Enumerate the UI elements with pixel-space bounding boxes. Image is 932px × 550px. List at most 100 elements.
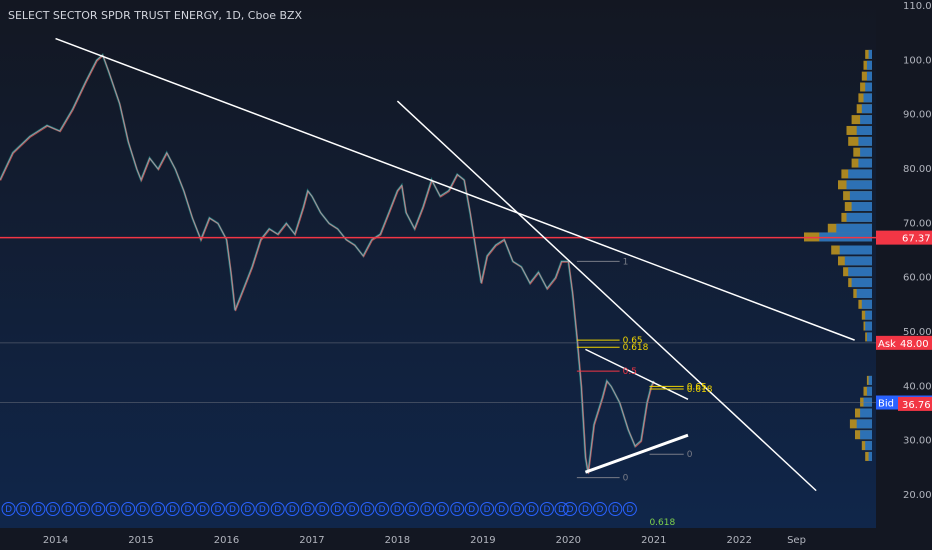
price-tag-type: Ask bbox=[878, 339, 896, 350]
dividend-marker-label: D bbox=[349, 505, 356, 515]
fib-a-level-label: 0.65 bbox=[623, 336, 643, 346]
price-tag-bg bbox=[876, 230, 932, 245]
dividend-marker-label: D bbox=[319, 505, 326, 515]
dividend-marker bbox=[151, 502, 166, 516]
dividend-marker-label: D bbox=[582, 505, 589, 515]
price-tag-value: 67.37 bbox=[902, 234, 931, 245]
dividend-marker bbox=[563, 502, 578, 516]
volume-profile-down-bar bbox=[856, 125, 872, 135]
volume-profile-down-bar bbox=[861, 104, 872, 114]
dividend-marker bbox=[345, 502, 360, 516]
dividend-marker-label: D bbox=[468, 505, 475, 515]
dividend-marker-label: D bbox=[364, 505, 371, 515]
dividend-marker bbox=[135, 502, 150, 516]
dividend-marker-label: D bbox=[65, 505, 72, 515]
dividend-marker-label: D bbox=[185, 505, 192, 515]
dividend-marker-label: D bbox=[454, 505, 461, 515]
volume-profile-down-bar bbox=[866, 71, 872, 81]
dividend-marker-label: D bbox=[567, 505, 574, 515]
dividend-marker-label: D bbox=[244, 505, 251, 515]
volume-profile-down-bar bbox=[844, 256, 872, 266]
fib-b-level-label: 0 bbox=[687, 450, 693, 460]
dividend-marker bbox=[390, 502, 405, 516]
volume-profile-down-bar bbox=[866, 332, 872, 342]
volume-profile-down-bar bbox=[868, 49, 872, 59]
dividend-marker-label: D bbox=[514, 505, 521, 515]
dividend-marker-label: D bbox=[558, 505, 565, 515]
fib-a-level-label: 0.5 bbox=[623, 367, 637, 377]
volume-profile-down-bar bbox=[851, 202, 872, 212]
dividend-marker-label: D bbox=[109, 505, 116, 515]
dividend-marker bbox=[165, 502, 180, 516]
dividend-marker bbox=[622, 502, 637, 516]
dividend-marker-label: D bbox=[50, 505, 57, 515]
dividend-marker-label: D bbox=[199, 505, 206, 515]
x-tick-label: 2017 bbox=[299, 535, 324, 546]
x-tick-label: 2022 bbox=[727, 535, 752, 546]
dividend-marker-label: D bbox=[626, 505, 633, 515]
price-tag-type: Bid bbox=[878, 399, 894, 410]
dividend-marker bbox=[434, 502, 449, 516]
dividend-marker-label: D bbox=[394, 505, 401, 515]
dividend-marker-label: D bbox=[334, 505, 341, 515]
dividend-marker bbox=[375, 502, 390, 516]
dividend-marker bbox=[608, 502, 623, 516]
dividend-marker bbox=[404, 502, 419, 516]
fib-a-level-label: 1 bbox=[623, 257, 629, 267]
dividend-marker bbox=[592, 502, 607, 516]
y-tick-label: 80.00 bbox=[903, 164, 932, 175]
volume-profile-down-bar bbox=[863, 93, 872, 103]
dividend-marker bbox=[450, 502, 465, 516]
dividend-marker bbox=[480, 502, 495, 516]
dividend-marker bbox=[315, 502, 330, 516]
dividend-marker bbox=[494, 502, 509, 516]
fib-a-level-label: 0 bbox=[623, 474, 629, 484]
price-tag-value: 48.00 bbox=[900, 339, 929, 350]
dividend-marker bbox=[578, 502, 593, 516]
chart-title: SELECT SECTOR SPDR TRUST ENERGY, 1D, Cbo… bbox=[8, 9, 303, 22]
plot-gradient bbox=[0, 0, 876, 528]
dividend-marker-label: D bbox=[498, 505, 505, 515]
dividend-marker bbox=[300, 502, 315, 516]
time-axis-bg bbox=[0, 528, 932, 550]
volume-profile-down-bar bbox=[856, 288, 872, 298]
volume-profile-down-bar bbox=[865, 441, 872, 451]
y-tick-label: 100.00 bbox=[903, 55, 932, 66]
volume-profile-down-bar bbox=[836, 223, 872, 233]
y-tick-label: 90.00 bbox=[903, 110, 932, 121]
fib-b-level-label: 0.65 bbox=[687, 382, 707, 392]
dividend-marker bbox=[91, 502, 106, 516]
y-tick-label: 30.00 bbox=[903, 436, 932, 447]
dividend-marker-label: D bbox=[214, 505, 221, 515]
dividend-marker-label: D bbox=[274, 505, 281, 515]
volume-profile-down-bar bbox=[866, 60, 872, 70]
trendline bbox=[396, 100, 817, 492]
dividend-marker-label: D bbox=[139, 505, 146, 515]
dividend-marker-label: D bbox=[596, 505, 603, 515]
dividend-marker-label: D bbox=[125, 505, 132, 515]
volume-profile-down-bar bbox=[858, 158, 872, 168]
dividend-marker-label: D bbox=[528, 505, 535, 515]
volume-profile-down-bar bbox=[856, 419, 872, 429]
volume-profile-down-bar bbox=[868, 375, 872, 385]
dividend-marker-label: D bbox=[543, 505, 550, 515]
dividend-marker bbox=[105, 502, 120, 516]
dividend-marker bbox=[210, 502, 225, 516]
trendline bbox=[55, 37, 855, 341]
price-tag-type-bg bbox=[876, 395, 898, 410]
trendline bbox=[584, 433, 689, 474]
volume-profile-down-bar bbox=[848, 267, 872, 277]
dividend-marker bbox=[31, 502, 46, 516]
x-tick-label: 2014 bbox=[43, 535, 68, 546]
dividend-marker-label: D bbox=[612, 505, 619, 515]
dividend-marker-label: D bbox=[289, 505, 296, 515]
dividend-marker bbox=[524, 502, 539, 516]
price-tag-type-bg bbox=[876, 335, 898, 350]
dividend-marker bbox=[330, 502, 345, 516]
volume-profile-down-bar bbox=[865, 82, 872, 92]
dividend-marker bbox=[420, 502, 435, 516]
volume-profile-down-bar bbox=[858, 136, 872, 146]
y-tick-label: 50.00 bbox=[903, 327, 932, 338]
y-tick-label: 110.00 bbox=[903, 1, 932, 12]
